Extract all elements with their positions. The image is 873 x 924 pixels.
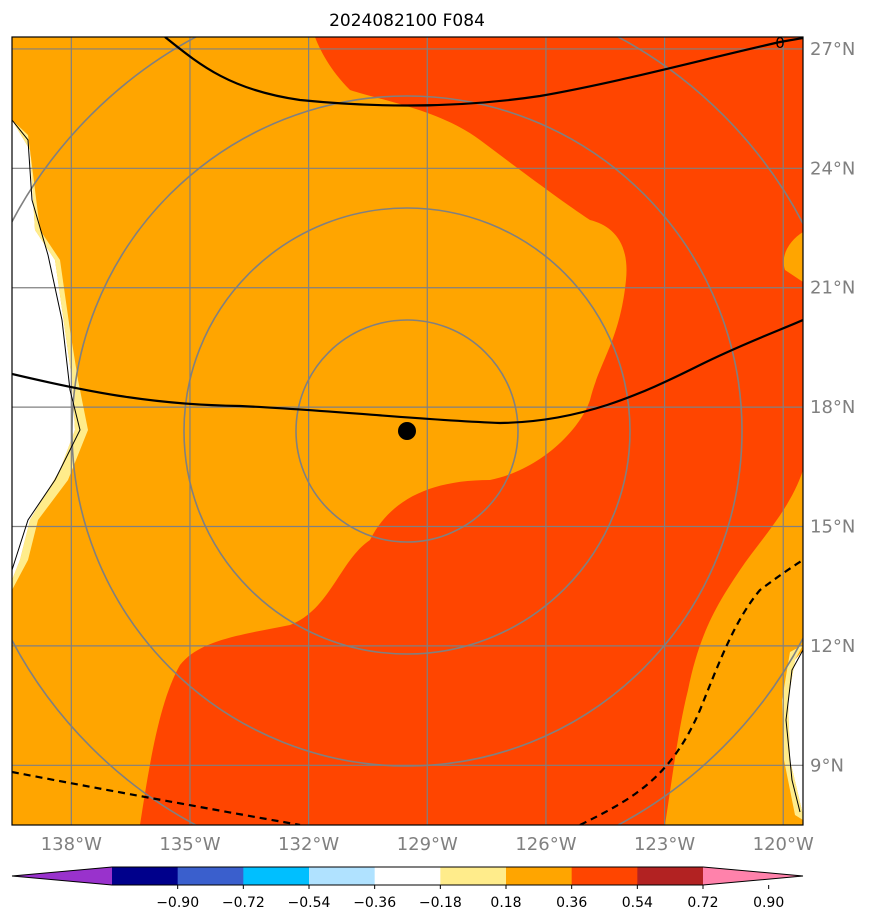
colorbar-tick-label: 0.36 <box>556 895 587 911</box>
lon-tick-label: 135°W <box>159 834 220 855</box>
colorbar <box>11 866 804 886</box>
lon-tick-label: 123°W <box>634 834 695 855</box>
lon-tick-label: 120°W <box>753 834 814 855</box>
range-rings <box>12 37 803 825</box>
coastline-west <box>12 119 81 571</box>
graticule <box>12 37 803 825</box>
longitude-ticks: 138°W 135°W 132°W 129°W 126°W 123°W 120°W <box>41 834 814 855</box>
field-region-0.54-0.72 <box>140 37 803 825</box>
field-region-yellow-west <box>12 120 88 590</box>
lat-tick-label: 9°N <box>810 755 844 776</box>
colorbar-ticks: −0.90 −0.72 −0.54 −0.36 −0.18 0.18 0.36 0.54 0.7… <box>156 885 784 911</box>
field-region-white-west <box>12 120 75 580</box>
colorbar-tick-label: −0.72 <box>222 895 265 911</box>
field-region-yellow-east <box>782 645 803 820</box>
contour-top <box>164 37 803 107</box>
colorbar-segment <box>112 867 179 885</box>
colorbar-segment <box>637 867 704 885</box>
range-ring-middle <box>183 207 631 655</box>
colorbar-tick-label: 0.54 <box>622 895 653 911</box>
field-region-white-east <box>788 650 803 815</box>
colorbar-tick-label: −0.54 <box>288 895 331 911</box>
lon-tick-label: 138°W <box>41 834 102 855</box>
range-ring-inner <box>295 319 519 543</box>
colorbar-outline <box>11 866 804 886</box>
colorbar-tick-label: 0.90 <box>753 895 784 911</box>
contour-middle <box>12 318 803 425</box>
colorbar-segment <box>571 867 638 885</box>
colorbar-segment <box>177 867 244 885</box>
colorbar-tick-label: −0.90 <box>156 895 199 911</box>
colorbar-segment <box>309 867 376 885</box>
colorbar-extend-high <box>703 867 803 885</box>
colorbar-tick-label: −0.18 <box>419 895 462 911</box>
colorbar-extend-low <box>12 867 112 885</box>
lat-tick-label: 21°N <box>810 278 855 299</box>
contours <box>12 37 803 825</box>
lat-tick-label: 27°N <box>810 39 855 60</box>
lon-tick-label: 132°W <box>278 834 339 855</box>
colorbar-segment <box>243 867 310 885</box>
contour-label: 0 <box>775 34 785 52</box>
coastline-east <box>785 649 803 813</box>
range-ring-outer <box>71 95 743 767</box>
colorbar-segment <box>506 867 573 885</box>
lat-tick-label: 18°N <box>810 397 855 418</box>
contour-se-dashed <box>579 559 803 825</box>
lat-tick-label: 15°N <box>810 517 855 538</box>
lon-tick-label: 129°W <box>397 834 458 855</box>
colorbar-segment <box>374 867 441 885</box>
chart-title: 2024082100 F084 <box>329 11 485 31</box>
latitude-ticks: 27°N 24°N 21°N 18°N 15°N 12°N 9°N <box>810 39 855 776</box>
colorbar-tick-label: −0.36 <box>353 895 396 911</box>
contour-sw-dashed <box>12 770 301 825</box>
lat-tick-label: 12°N <box>810 636 855 657</box>
lon-tick-label: 126°W <box>515 834 576 855</box>
colorbar-tick-label: 0.18 <box>490 895 521 911</box>
colorbar-segment <box>440 867 507 885</box>
map-frame <box>11 36 804 826</box>
storm-center-marker <box>398 422 416 440</box>
lat-tick-label: 24°N <box>810 158 855 179</box>
colorbar-tick-label: 0.72 <box>687 895 718 911</box>
